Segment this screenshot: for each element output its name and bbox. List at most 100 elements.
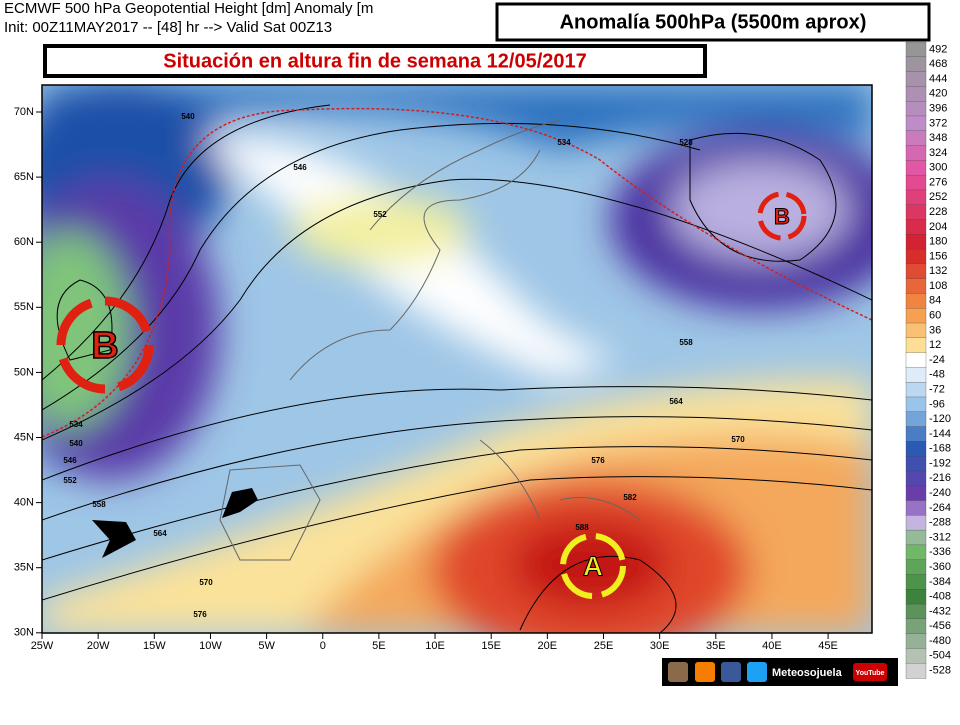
colorbar-label: 12 xyxy=(929,339,941,351)
colorbar-label: -432 xyxy=(929,605,951,617)
colorbar-swatch xyxy=(905,515,927,531)
contour-label: 552 xyxy=(63,476,77,485)
colorbar-label: -312 xyxy=(929,531,951,543)
colorbar-label: 300 xyxy=(929,162,947,174)
contour-label: 570 xyxy=(731,435,745,444)
colorbar-label: 396 xyxy=(929,102,947,114)
contour-label: 534 xyxy=(557,138,571,147)
colorbar-swatch xyxy=(905,86,927,102)
colorbar-swatch xyxy=(905,71,927,88)
colorbar-swatch xyxy=(905,633,927,650)
blogger-icon[interactable] xyxy=(695,662,715,682)
colorbar-swatch xyxy=(905,589,927,605)
map-frame xyxy=(41,84,873,634)
lon-label: 5E xyxy=(372,640,385,652)
twitter-icon[interactable] xyxy=(747,662,767,682)
colorbar-label: -288 xyxy=(929,517,951,529)
header-line: Init: 00Z11MAY2017 -- [48] hr --> Valid … xyxy=(4,19,332,36)
high-label: A xyxy=(583,550,603,581)
colorbar-swatch xyxy=(905,160,927,176)
colorbar-label: -192 xyxy=(929,457,951,469)
lat-label: 35N xyxy=(14,562,34,574)
contour-label: 534 xyxy=(69,420,83,429)
low-label: B xyxy=(91,325,118,367)
colorbar-swatch xyxy=(905,308,927,324)
colorbar-swatch xyxy=(905,130,927,147)
colorbar-label: -384 xyxy=(929,576,951,588)
high-marker: A xyxy=(560,533,626,599)
colorbar-swatch xyxy=(905,174,927,191)
colorbar-swatch xyxy=(905,618,927,635)
lon-label: 25W xyxy=(31,640,54,652)
colorbar-label: 444 xyxy=(929,73,947,85)
colorbar-label: -504 xyxy=(929,650,951,662)
colorbar-label: 132 xyxy=(929,265,947,277)
colorbar-label: 84 xyxy=(929,295,941,307)
lat-label: 55N xyxy=(14,301,34,313)
colorbar-swatch xyxy=(905,396,927,413)
colorbar-label: -336 xyxy=(929,546,951,558)
colorbar-label: 156 xyxy=(929,250,947,262)
colorbar-label: 108 xyxy=(929,280,947,292)
map: 540 546 552 534 528 558 564 570 576 582 … xyxy=(42,85,872,633)
low-marker: B xyxy=(757,191,807,241)
colorbar-label: -408 xyxy=(929,591,951,603)
colorbar-swatch xyxy=(905,663,927,679)
contour-label: 546 xyxy=(293,163,307,172)
colorbar-swatch xyxy=(905,204,927,221)
contour-label: 564 xyxy=(153,529,167,538)
title-frame xyxy=(495,2,931,42)
lon-label: 45E xyxy=(818,640,838,652)
colorbar-swatch xyxy=(905,41,927,58)
youtube-icon[interactable] xyxy=(853,663,887,681)
title: Anomalía 500hPa (5500m aprox) xyxy=(560,11,867,33)
colorbar-swatch xyxy=(905,145,927,161)
colorbar-swatch xyxy=(905,648,927,664)
lat-label: 40N xyxy=(14,497,34,509)
colorbar-swatch xyxy=(905,337,927,354)
lon-label: 10W xyxy=(199,640,222,652)
colorbar-swatch xyxy=(905,115,927,132)
lat-axis: 70N 65N 60N 55N 50N 45N 40N 35N 30N xyxy=(14,106,42,639)
lon-axis: 25W 20W 15W 10W 5W 0 5E 10E 15E 20E 25E 30E 35E 40E 45… xyxy=(31,633,838,652)
colorbar-swatch xyxy=(905,455,927,472)
lon-label: 15E xyxy=(481,640,501,652)
contour-label: 546 xyxy=(63,456,77,465)
colorbar-swatch xyxy=(905,441,927,457)
colorbar-swatch xyxy=(905,101,927,117)
colorbar-label: -96 xyxy=(929,398,945,410)
contour-label: 582 xyxy=(623,493,637,502)
colorbar-label: 36 xyxy=(929,324,941,336)
instagram-icon[interactable] xyxy=(668,662,688,682)
colorbar-swatch xyxy=(905,322,927,339)
colorbar-swatch xyxy=(905,219,927,235)
facebook-icon[interactable] xyxy=(721,662,741,682)
contour-label: 576 xyxy=(591,456,605,465)
colorbar-label: 324 xyxy=(929,147,947,159)
contour-label: 564 xyxy=(669,397,683,406)
youtube-label: YouTube xyxy=(856,670,885,677)
colorbar-swatch xyxy=(905,189,927,206)
colorbar-label: 204 xyxy=(929,221,947,233)
colorbar-label: -216 xyxy=(929,472,951,484)
colorbar-swatch xyxy=(905,603,927,620)
colorbar-label: -528 xyxy=(929,665,951,677)
colorbar-swatch xyxy=(905,56,927,73)
colorbar-swatch xyxy=(905,293,927,309)
lat-label: 70N xyxy=(14,106,34,118)
colorbar-label: -48 xyxy=(929,369,945,381)
contour-label: 570 xyxy=(199,578,213,587)
colorbar-label: -24 xyxy=(929,354,945,366)
lat-label: 60N xyxy=(14,236,34,248)
subtitle: Situación en altura fin de semana 12/05/… xyxy=(163,50,587,72)
colorbar-label: 468 xyxy=(929,58,947,70)
colorbar-label: -240 xyxy=(929,487,951,499)
lon-label: 0 xyxy=(320,640,326,652)
colorbar-label: -72 xyxy=(929,383,945,395)
colorbar-swatch xyxy=(905,248,927,265)
lon-label: 25E xyxy=(594,640,614,652)
colorbar-label: -480 xyxy=(929,635,951,647)
lon-label: 20E xyxy=(538,640,558,652)
colorbar-swatch xyxy=(905,426,927,442)
